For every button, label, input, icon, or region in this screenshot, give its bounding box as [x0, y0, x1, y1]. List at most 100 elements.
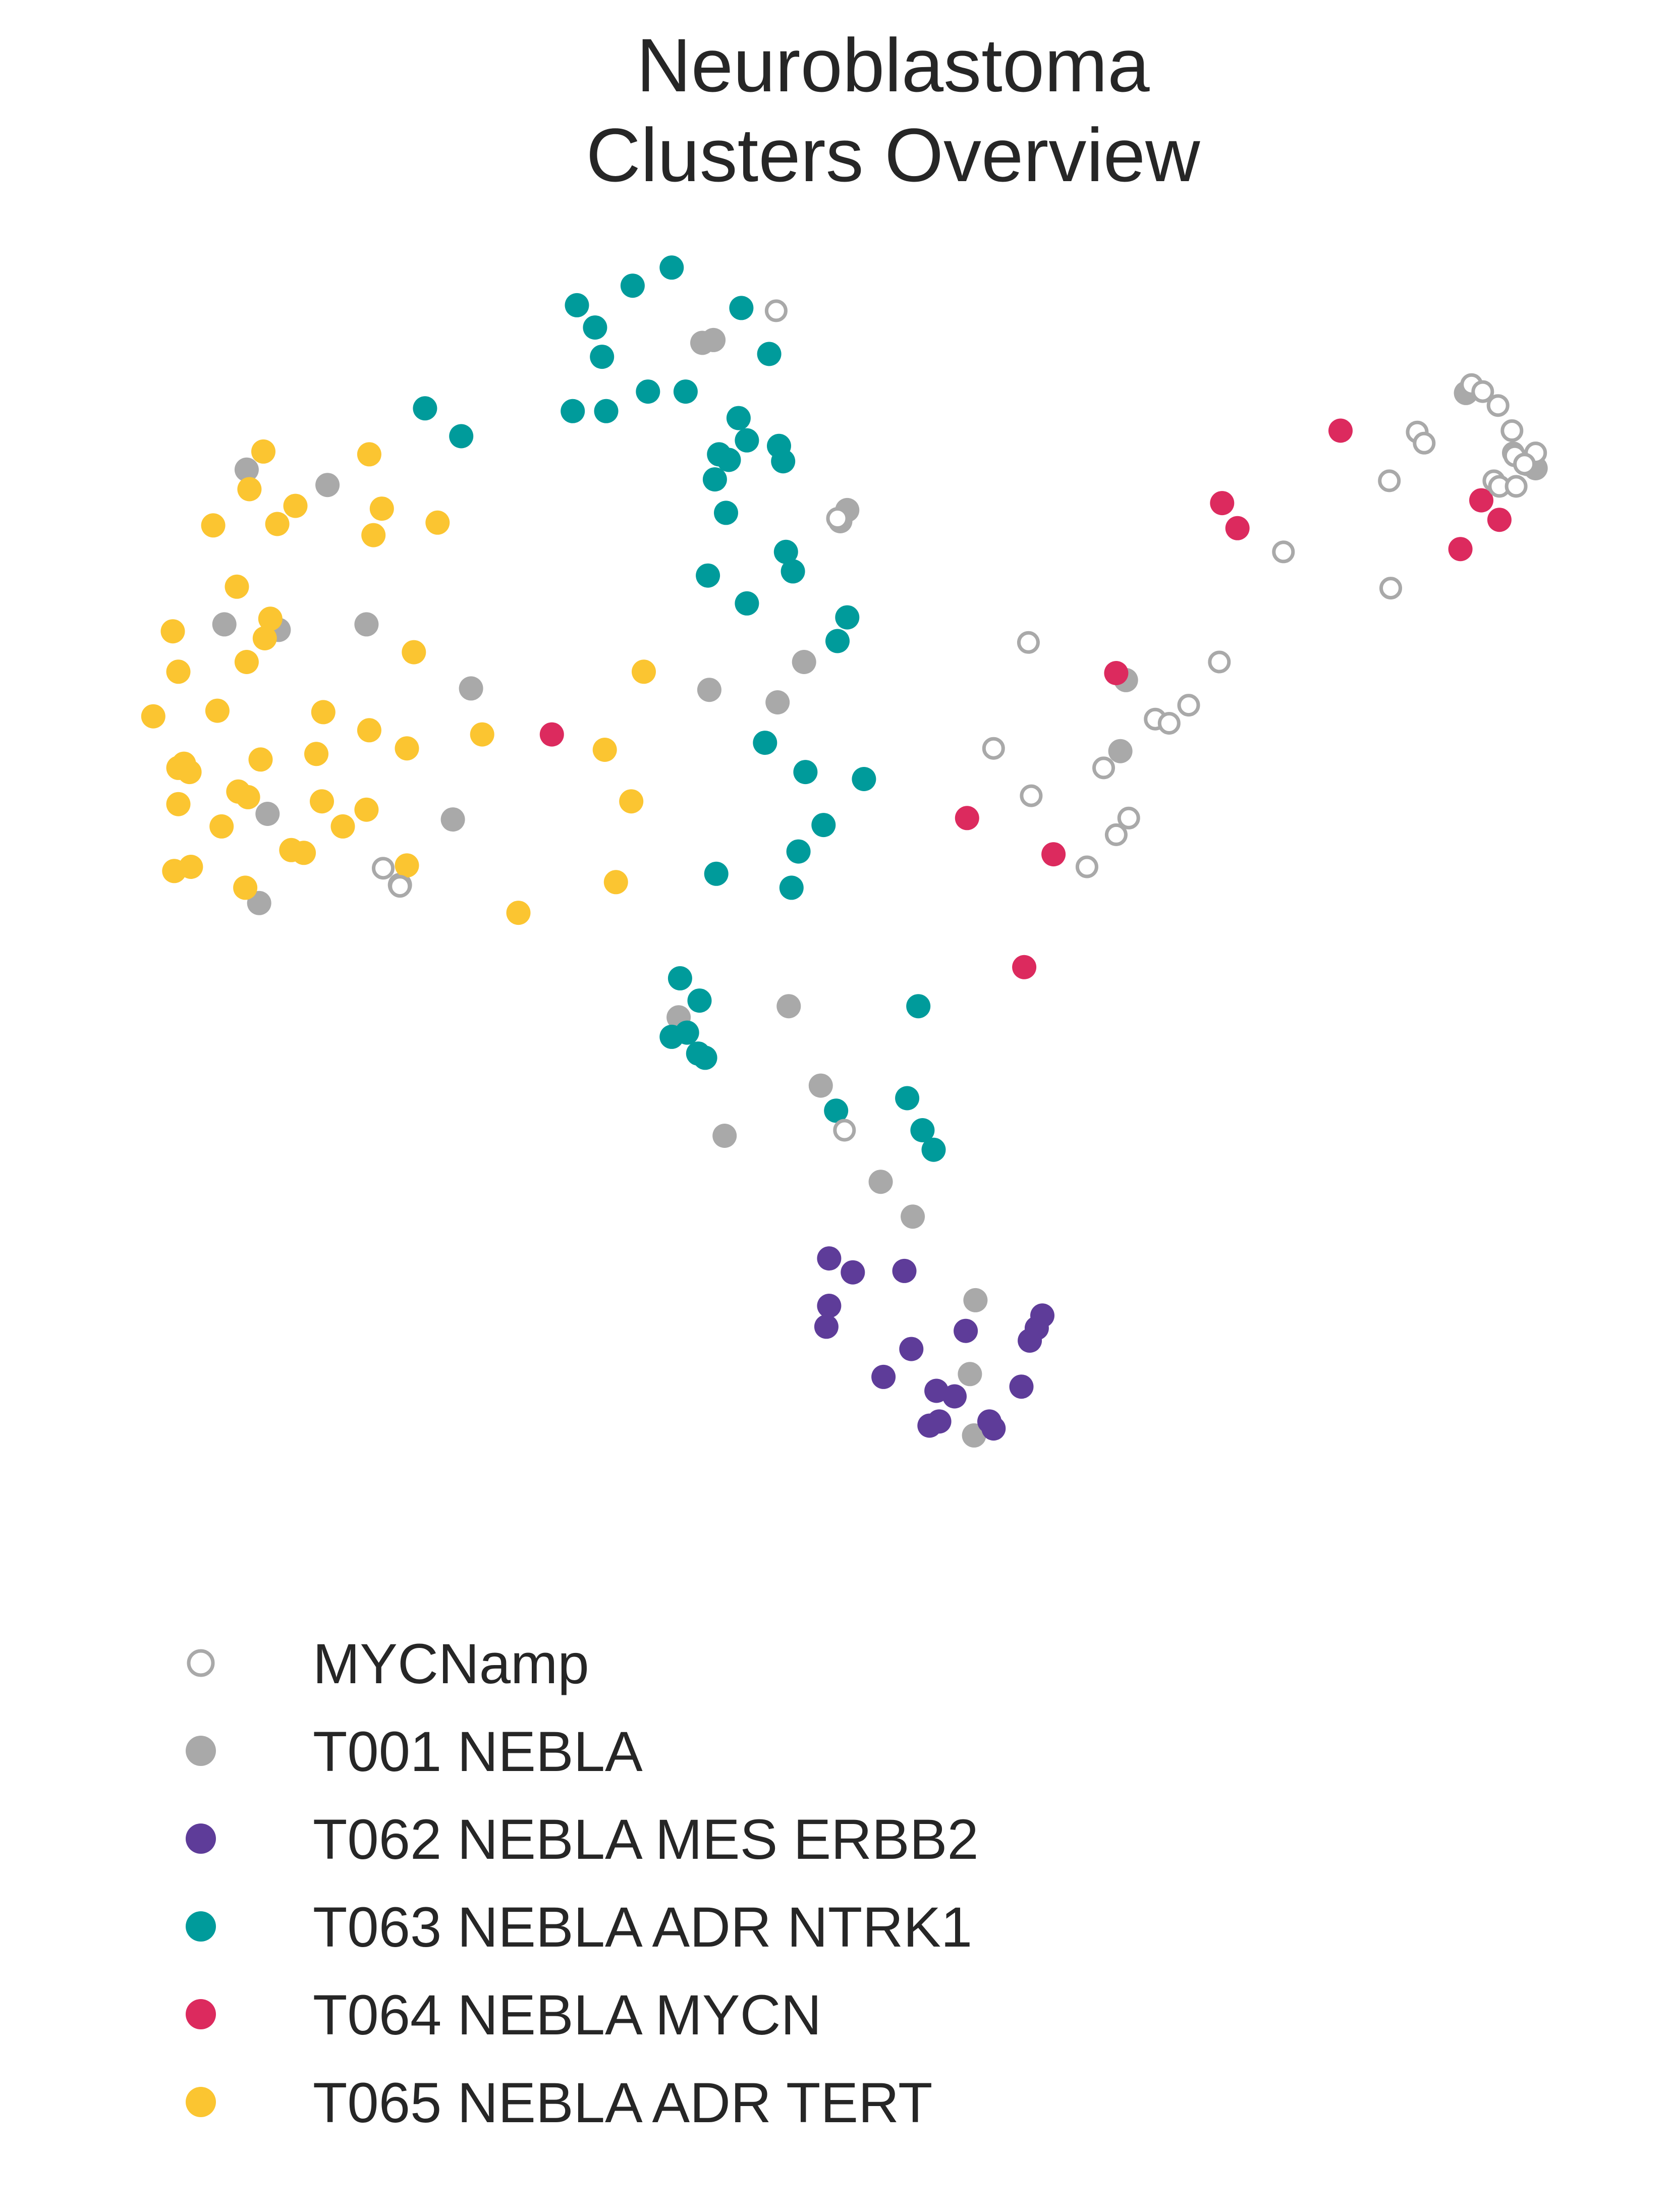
point-mycnamp-30: [1104, 823, 1128, 846]
point-t065-nebla-adr-tert-28: [177, 760, 202, 785]
point-t065-nebla-adr-tert-11: [160, 619, 185, 644]
point-t062-nebla-mes-erbb2-13: [981, 1416, 1006, 1441]
point-t001-nebla-18: [1108, 739, 1133, 763]
point-t001-nebla-8: [247, 891, 271, 915]
point-t064-nebla-mycn-5: [1448, 537, 1473, 562]
legend-item-t065-nebla-adr-tert: T065 NEBLA ADR TERT: [186, 2071, 932, 2134]
point-t064-nebla-mycn-1: [1210, 491, 1235, 516]
point-t065-nebla-adr-tert-43: [603, 870, 628, 895]
point-t001-nebla-26: [958, 1362, 982, 1387]
point-t065-nebla-adr-tert-2: [237, 477, 262, 502]
point-t065-nebla-adr-tert-19: [311, 700, 336, 725]
point-t063-nebla-adr-ntrk1-22: [781, 559, 805, 584]
legend-label-t062-nebla-mes-erbb2: T062 NEBLA MES ERBB2: [313, 1808, 979, 1871]
legend-marker-mycnamp: [187, 1649, 215, 1677]
legend-marker-t001-nebla: [186, 1736, 216, 1766]
point-t001-nebla-2: [212, 612, 237, 637]
point-t065-nebla-adr-tert-22: [304, 742, 328, 766]
point-t063-nebla-adr-ntrk1-41: [895, 1086, 920, 1111]
legend-item-t064-nebla-mycn: T064 NEBLA MYCN: [186, 1983, 821, 2047]
point-t065-nebla-adr-tert-9: [225, 574, 249, 599]
point-t001-nebla-5: [459, 676, 483, 701]
point-mycnamp-8: [1486, 394, 1510, 417]
point-t062-nebla-mes-erbb2-1: [841, 1260, 865, 1285]
point-t063-nebla-adr-ntrk1-4: [583, 315, 607, 340]
point-t065-nebla-adr-tert-38: [292, 841, 316, 865]
point-t063-nebla-adr-ntrk1-44: [921, 1137, 946, 1162]
point-t062-nebla-mes-erbb2-9: [942, 1384, 967, 1409]
point-t001-nebla-23: [868, 1170, 893, 1194]
point-t063-nebla-adr-ntrk1-7: [636, 379, 660, 404]
point-t062-nebla-mes-erbb2-4: [814, 1314, 839, 1339]
point-t063-nebla-adr-ntrk1-37: [659, 1024, 684, 1049]
point-t001-nebla-16: [765, 690, 790, 714]
point-t065-nebla-adr-tert-13: [234, 650, 259, 674]
legend-label-mycnamp: MYCNamp: [313, 1632, 589, 1695]
point-t065-nebla-adr-tert-40: [162, 859, 187, 883]
point-mycnamp-7: [1471, 380, 1494, 403]
point-t065-nebla-adr-tert-33: [619, 789, 644, 814]
point-t001-nebla-6: [440, 807, 465, 832]
point-t063-nebla-adr-ntrk1-3: [729, 296, 754, 320]
point-t064-nebla-mycn-7: [539, 722, 564, 747]
point-t063-nebla-adr-ntrk1-12: [449, 424, 474, 449]
point-mycnamp-11: [1413, 431, 1436, 455]
point-t065-nebla-adr-tert-34: [166, 792, 191, 816]
series-t064-nebla-mycn: [539, 418, 1512, 979]
point-t065-nebla-adr-tert-4: [369, 496, 394, 521]
point-t065-nebla-adr-tert-7: [361, 523, 386, 547]
point-t063-nebla-adr-ntrk1-32: [704, 861, 729, 886]
point-t065-nebla-adr-tert-25: [592, 738, 617, 762]
legend-item-mycnamp: MYCNamp: [187, 1632, 589, 1695]
point-t064-nebla-mycn-4: [1487, 508, 1512, 532]
point-t001-nebla-22: [712, 1124, 737, 1148]
point-t062-nebla-mes-erbb2-11: [917, 1413, 942, 1438]
point-mycnamp-21: [1379, 577, 1402, 600]
point-t001-nebla-20: [776, 994, 801, 1019]
point-t001-nebla-27: [962, 1423, 986, 1448]
point-t065-nebla-adr-tert-31: [310, 789, 334, 814]
point-t063-nebla-adr-ntrk1-31: [786, 839, 811, 864]
point-t065-nebla-adr-tert-10: [258, 606, 283, 631]
series-t065-nebla-adr-tert: [141, 439, 656, 925]
point-t063-nebla-adr-ntrk1-8: [673, 379, 698, 404]
point-t062-nebla-mes-erbb2-6: [899, 1337, 924, 1361]
point-t065-nebla-adr-tert-21: [248, 747, 273, 772]
point-t063-nebla-adr-ntrk1-9: [413, 396, 437, 421]
point-t065-nebla-adr-tert-3: [283, 493, 308, 518]
point-t063-nebla-adr-ntrk1-28: [793, 760, 818, 785]
point-t063-nebla-adr-ntrk1-29: [852, 767, 876, 791]
point-t063-nebla-adr-ntrk1-33: [779, 875, 804, 900]
point-t063-nebla-adr-ntrk1-40: [906, 994, 931, 1019]
series-t063-nebla-adr-ntrk1: [413, 255, 946, 1162]
point-mycnamp-15: [1513, 453, 1536, 476]
point-t065-nebla-adr-tert-8: [425, 510, 450, 535]
point-t064-nebla-mycn-3: [1469, 488, 1493, 513]
point-t063-nebla-adr-ntrk1-0: [659, 255, 684, 280]
point-t065-nebla-adr-tert-32: [354, 797, 379, 822]
point-t064-nebla-mycn-8: [955, 806, 979, 831]
point-t001-nebla-21: [808, 1073, 833, 1098]
point-t063-nebla-adr-ntrk1-1: [620, 273, 645, 298]
point-t063-nebla-adr-ntrk1-19: [702, 467, 727, 492]
point-t065-nebla-adr-tert-17: [141, 704, 165, 729]
point-t063-nebla-adr-ntrk1-30: [811, 813, 836, 838]
point-mycnamp-4: [388, 875, 412, 898]
point-t065-nebla-adr-tert-15: [166, 659, 191, 684]
point-t001-nebla-7: [255, 802, 280, 826]
point-t063-nebla-adr-ntrk1-26: [825, 629, 850, 653]
chart-title-line-1: Neuroblastoma: [636, 23, 1150, 107]
point-t062-nebla-mes-erbb2-7: [871, 1364, 896, 1389]
point-mycnamp-27: [1092, 756, 1115, 780]
point-mycnamp-28: [1020, 784, 1043, 807]
point-t063-nebla-adr-ntrk1-35: [687, 988, 712, 1013]
point-t063-nebla-adr-ntrk1-27: [753, 731, 777, 755]
point-mycnamp-3: [372, 857, 395, 880]
point-t065-nebla-adr-tert-16: [632, 659, 656, 684]
point-t065-nebla-adr-tert-42: [233, 875, 258, 900]
point-t064-nebla-mycn-10: [1012, 955, 1037, 979]
point-t063-nebla-adr-ntrk1-23: [696, 563, 720, 588]
point-t063-nebla-adr-ntrk1-24: [735, 591, 759, 616]
point-t065-nebla-adr-tert-18: [205, 698, 230, 723]
point-t064-nebla-mycn-0: [1328, 418, 1353, 443]
